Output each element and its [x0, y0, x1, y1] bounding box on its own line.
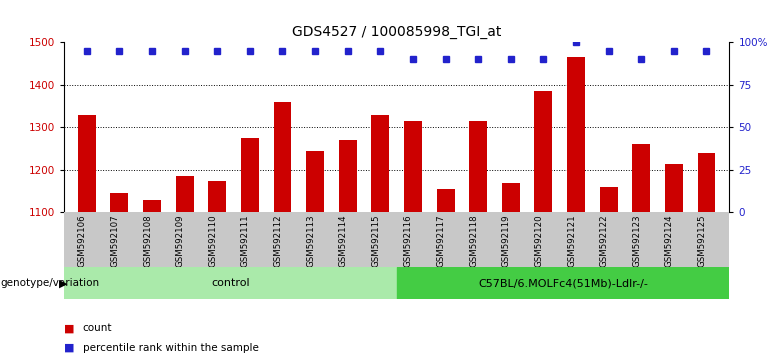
Text: GSM592108: GSM592108 — [143, 215, 152, 267]
Text: GSM592112: GSM592112 — [274, 215, 282, 267]
Text: GSM592115: GSM592115 — [371, 215, 381, 267]
Text: count: count — [83, 323, 112, 333]
Text: GSM592111: GSM592111 — [241, 215, 250, 267]
Bar — [64, 267, 396, 299]
Text: GSM592106: GSM592106 — [78, 215, 87, 267]
Text: GSM592121: GSM592121 — [567, 215, 576, 267]
Bar — [697, 153, 715, 212]
Text: GSM592110: GSM592110 — [208, 215, 218, 267]
Bar — [208, 181, 226, 212]
Bar — [470, 121, 488, 212]
Bar — [274, 102, 292, 212]
Text: ■: ■ — [64, 343, 74, 353]
Text: GSM592123: GSM592123 — [633, 215, 641, 267]
Text: GSM592118: GSM592118 — [469, 215, 478, 267]
Bar — [241, 138, 259, 212]
Bar — [143, 200, 161, 212]
Bar — [665, 164, 682, 212]
Bar — [600, 187, 618, 212]
Text: GSM592120: GSM592120 — [534, 215, 544, 267]
Bar — [404, 121, 422, 212]
Text: control: control — [211, 278, 250, 288]
Bar — [78, 115, 96, 212]
Text: GSM592109: GSM592109 — [176, 215, 185, 267]
Title: GDS4527 / 100085998_TGI_at: GDS4527 / 100085998_TGI_at — [292, 25, 502, 39]
Text: GSM592125: GSM592125 — [697, 215, 707, 267]
Bar — [633, 144, 651, 212]
Text: GSM592107: GSM592107 — [111, 215, 119, 267]
Text: GSM592116: GSM592116 — [404, 215, 413, 267]
Bar — [534, 91, 552, 212]
Bar — [306, 151, 324, 212]
Bar — [371, 115, 389, 212]
Bar — [502, 183, 519, 212]
Text: C57BL/6.MOLFc4(51Mb)-Ldlr-/-: C57BL/6.MOLFc4(51Mb)-Ldlr-/- — [478, 278, 648, 288]
Text: GSM592114: GSM592114 — [339, 215, 348, 267]
Text: ▶: ▶ — [58, 278, 67, 288]
Bar — [339, 140, 356, 212]
Text: ■: ■ — [64, 323, 74, 333]
Bar — [396, 267, 729, 299]
Text: GSM592122: GSM592122 — [600, 215, 608, 267]
Text: percentile rank within the sample: percentile rank within the sample — [83, 343, 258, 353]
Bar — [567, 57, 585, 212]
Text: GSM592117: GSM592117 — [437, 215, 445, 267]
Text: GSM592124: GSM592124 — [665, 215, 674, 267]
Text: GSM592113: GSM592113 — [306, 215, 315, 267]
Text: GSM592119: GSM592119 — [502, 215, 511, 267]
Bar — [437, 189, 455, 212]
Bar — [111, 193, 129, 212]
Bar — [176, 176, 193, 212]
Text: genotype/variation: genotype/variation — [1, 278, 100, 288]
